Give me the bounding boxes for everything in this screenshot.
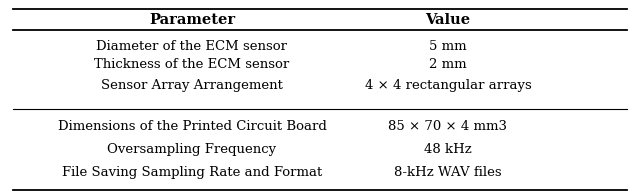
Text: Sensor Array Arrangement: Sensor Array Arrangement xyxy=(101,79,283,92)
Text: Parameter: Parameter xyxy=(149,13,235,27)
Text: Oversampling Frequency: Oversampling Frequency xyxy=(108,143,276,156)
Text: 8-kHz WAV files: 8-kHz WAV files xyxy=(394,166,502,179)
Text: File Saving Sampling Rate and Format: File Saving Sampling Rate and Format xyxy=(62,166,322,179)
Text: Dimensions of the Printed Circuit Board: Dimensions of the Printed Circuit Board xyxy=(58,120,326,133)
Text: 2 mm: 2 mm xyxy=(429,58,467,71)
Text: 48 kHz: 48 kHz xyxy=(424,143,472,156)
Text: 4 × 4 rectangular arrays: 4 × 4 rectangular arrays xyxy=(365,79,531,92)
Text: Thickness of the ECM sensor: Thickness of the ECM sensor xyxy=(94,58,290,71)
Text: Diameter of the ECM sensor: Diameter of the ECM sensor xyxy=(97,40,287,53)
Text: 5 mm: 5 mm xyxy=(429,40,467,53)
Text: Value: Value xyxy=(426,13,470,27)
Text: 85 × 70 × 4 mm3: 85 × 70 × 4 mm3 xyxy=(388,120,508,133)
